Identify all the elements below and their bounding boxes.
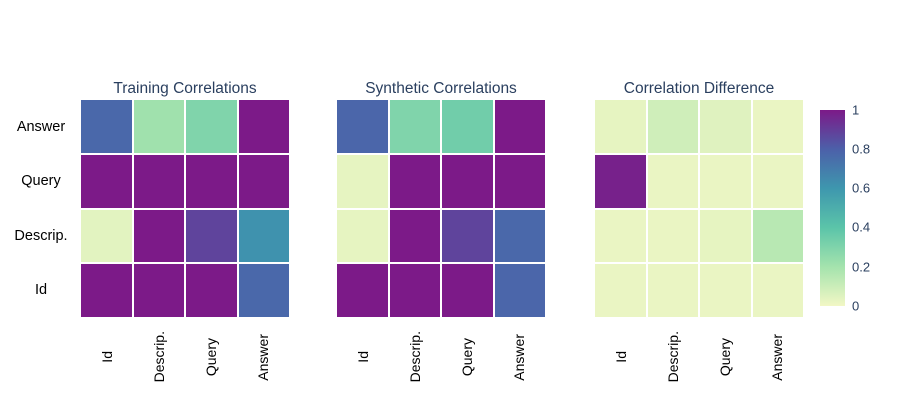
heatmap-2-cell-r0c1[interactable] [389,100,440,153]
x-axis-label: Query [203,337,219,377]
y-axis-label-slot: Query [0,154,82,208]
heatmap-1-cell-r2c3[interactable] [238,209,289,263]
x-axis-label-slot: Query [441,329,493,385]
heatmap-2-cell-r0c3[interactable] [494,100,545,153]
x-axis-label: Descrip. [665,331,681,383]
heatmap-3-cell-r0c2[interactable] [700,100,751,153]
heatmap-1-cell-r1c3[interactable] [238,154,289,208]
colorbar-tick-1: 1 [852,102,860,118]
x-axis-label: Query [717,337,733,377]
x-axis-labels-synthetic: Id Descrip. Query Answer [337,329,545,385]
colorbar-tick-0: 0 [852,298,860,314]
x-axis-label-slot: Id [595,329,647,385]
y-axis-label-slot: Answer [0,100,82,154]
heatmap-1-cell-r3c2[interactable] [186,264,237,317]
x-axis-label: Query [459,337,475,377]
heatmap-3-cell-r0c0[interactable] [595,100,646,153]
x-axis-label-slot: Descrip. [647,329,699,385]
y-axis-label: Query [21,173,61,190]
x-axis-label: Descrip. [407,331,423,383]
heatmap-3-cell-r3c0[interactable] [595,264,646,317]
heatmap-2-cell-r3c2[interactable] [442,264,493,317]
x-axis-label-slot: Descrip. [389,329,441,385]
x-axis-label: Id [99,351,115,363]
heatmap-1-cell-r1c2[interactable] [186,154,237,208]
colorbar-tick-0-4: 0.4 [852,219,871,235]
heatmap-title-synthetic: Synthetic Correlations [365,80,517,97]
heatmap-3-cell-r0c3[interactable] [752,100,803,153]
heatmap-difference [595,100,803,317]
heatmap-2-cell-r0c0[interactable] [337,100,388,153]
heatmap-2-cell-r1c3[interactable] [494,154,545,208]
x-axis-label-slot: Query [699,329,751,385]
x-axis-label: Id [613,351,629,363]
heatmap-2-cell-r1c2[interactable] [442,154,493,208]
heatmap-1-cell-r2c0[interactable] [81,209,132,263]
x-axis-label: Answer [511,333,527,381]
x-axis-label-slot: Id [337,329,389,385]
y-axis-label-slot: Id [0,263,82,317]
colorbar-tick-0-8: 0.8 [852,141,871,157]
x-axis-label-slot: Descrip. [133,329,185,385]
heatmap-title-difference: Correlation Difference [623,80,775,97]
y-axis-label: Answer [16,119,66,136]
x-axis-label: Descrip. [151,331,167,383]
heatmap-1-cell-r3c1[interactable] [133,264,184,317]
x-axis-label: Answer [255,333,271,381]
heatmap-2-cell-r3c0[interactable] [337,264,388,317]
y-axis-label: Descrip. [14,227,68,244]
y-axis-labels: Answer Query Descrip. Id [0,100,82,317]
heatmap-1-cell-r3c3[interactable] [238,264,289,317]
colorbar-tick-0-6: 0.6 [852,180,871,196]
heatmap-2-cell-r3c3[interactable] [494,264,545,317]
heatmap-1-cell-r1c1[interactable] [133,154,184,208]
heatmap-3-cell-r0c1[interactable] [647,100,698,153]
heatmap-3-cell-r2c1[interactable] [647,209,698,263]
heatmap-1-cell-r3c0[interactable] [81,264,132,317]
heatmap-training [81,100,289,317]
y-axis-label: Id [34,281,48,298]
colorbar-tick-0-2: 0.2 [852,259,871,275]
heatmap-3-cell-r3c1[interactable] [647,264,698,317]
x-axis-label-slot: Answer [237,329,289,385]
heatmap-1-cell-r0c0[interactable] [81,100,132,153]
heatmap-1-cell-r1c0[interactable] [81,154,132,208]
heatmap-3-cell-r2c3[interactable] [752,209,803,263]
heatmap-2-cell-r0c2[interactable] [442,100,493,153]
heatmap-1-cell-r0c3[interactable] [238,100,289,153]
x-axis-labels-training: Id Descrip. Query Answer [81,329,289,385]
heatmap-2-cell-r2c2[interactable] [442,209,493,263]
x-axis-label-slot: Id [81,329,133,385]
heatmap-2-cell-r2c0[interactable] [337,209,388,263]
heatmap-3-cell-r1c3[interactable] [752,154,803,208]
x-axis-label-slot: Answer [751,329,803,385]
heatmap-1-cell-r0c2[interactable] [186,100,237,153]
heatmap-3-cell-r2c0[interactable] [595,209,646,263]
heatmap-3-cell-r3c2[interactable] [700,264,751,317]
heatmap-3-cell-r1c2[interactable] [700,154,751,208]
colorbar-gradient [820,110,845,306]
heatmap-synthetic [337,100,545,317]
x-axis-labels-difference: Id Descrip. Query Answer [595,329,803,385]
heatmap-2-cell-r3c1[interactable] [389,264,440,317]
x-axis-label: Answer [769,333,785,381]
heatmap-1-cell-r0c1[interactable] [133,100,184,153]
y-axis-label-slot: Descrip. [0,209,82,263]
heatmap-1-cell-r2c2[interactable] [186,209,237,263]
heatmap-2-cell-r2c3[interactable] [494,209,545,263]
heatmap-3-cell-r3c3[interactable] [752,264,803,317]
x-axis-label-slot: Answer [493,329,545,385]
x-axis-label: Id [355,351,371,363]
heatmap-title-training: Training Correlations [113,80,257,97]
heatmap-2-cell-r2c1[interactable] [389,209,440,263]
heatmap-3-cell-r1c1[interactable] [647,154,698,208]
heatmap-3-cell-r2c2[interactable] [700,209,751,263]
heatmap-3-cell-r1c0[interactable] [595,154,646,208]
heatmap-2-cell-r1c1[interactable] [389,154,440,208]
heatmap-1-cell-r2c1[interactable] [133,209,184,263]
heatmap-2-cell-r1c0[interactable] [337,154,388,208]
x-axis-label-slot: Query [185,329,237,385]
